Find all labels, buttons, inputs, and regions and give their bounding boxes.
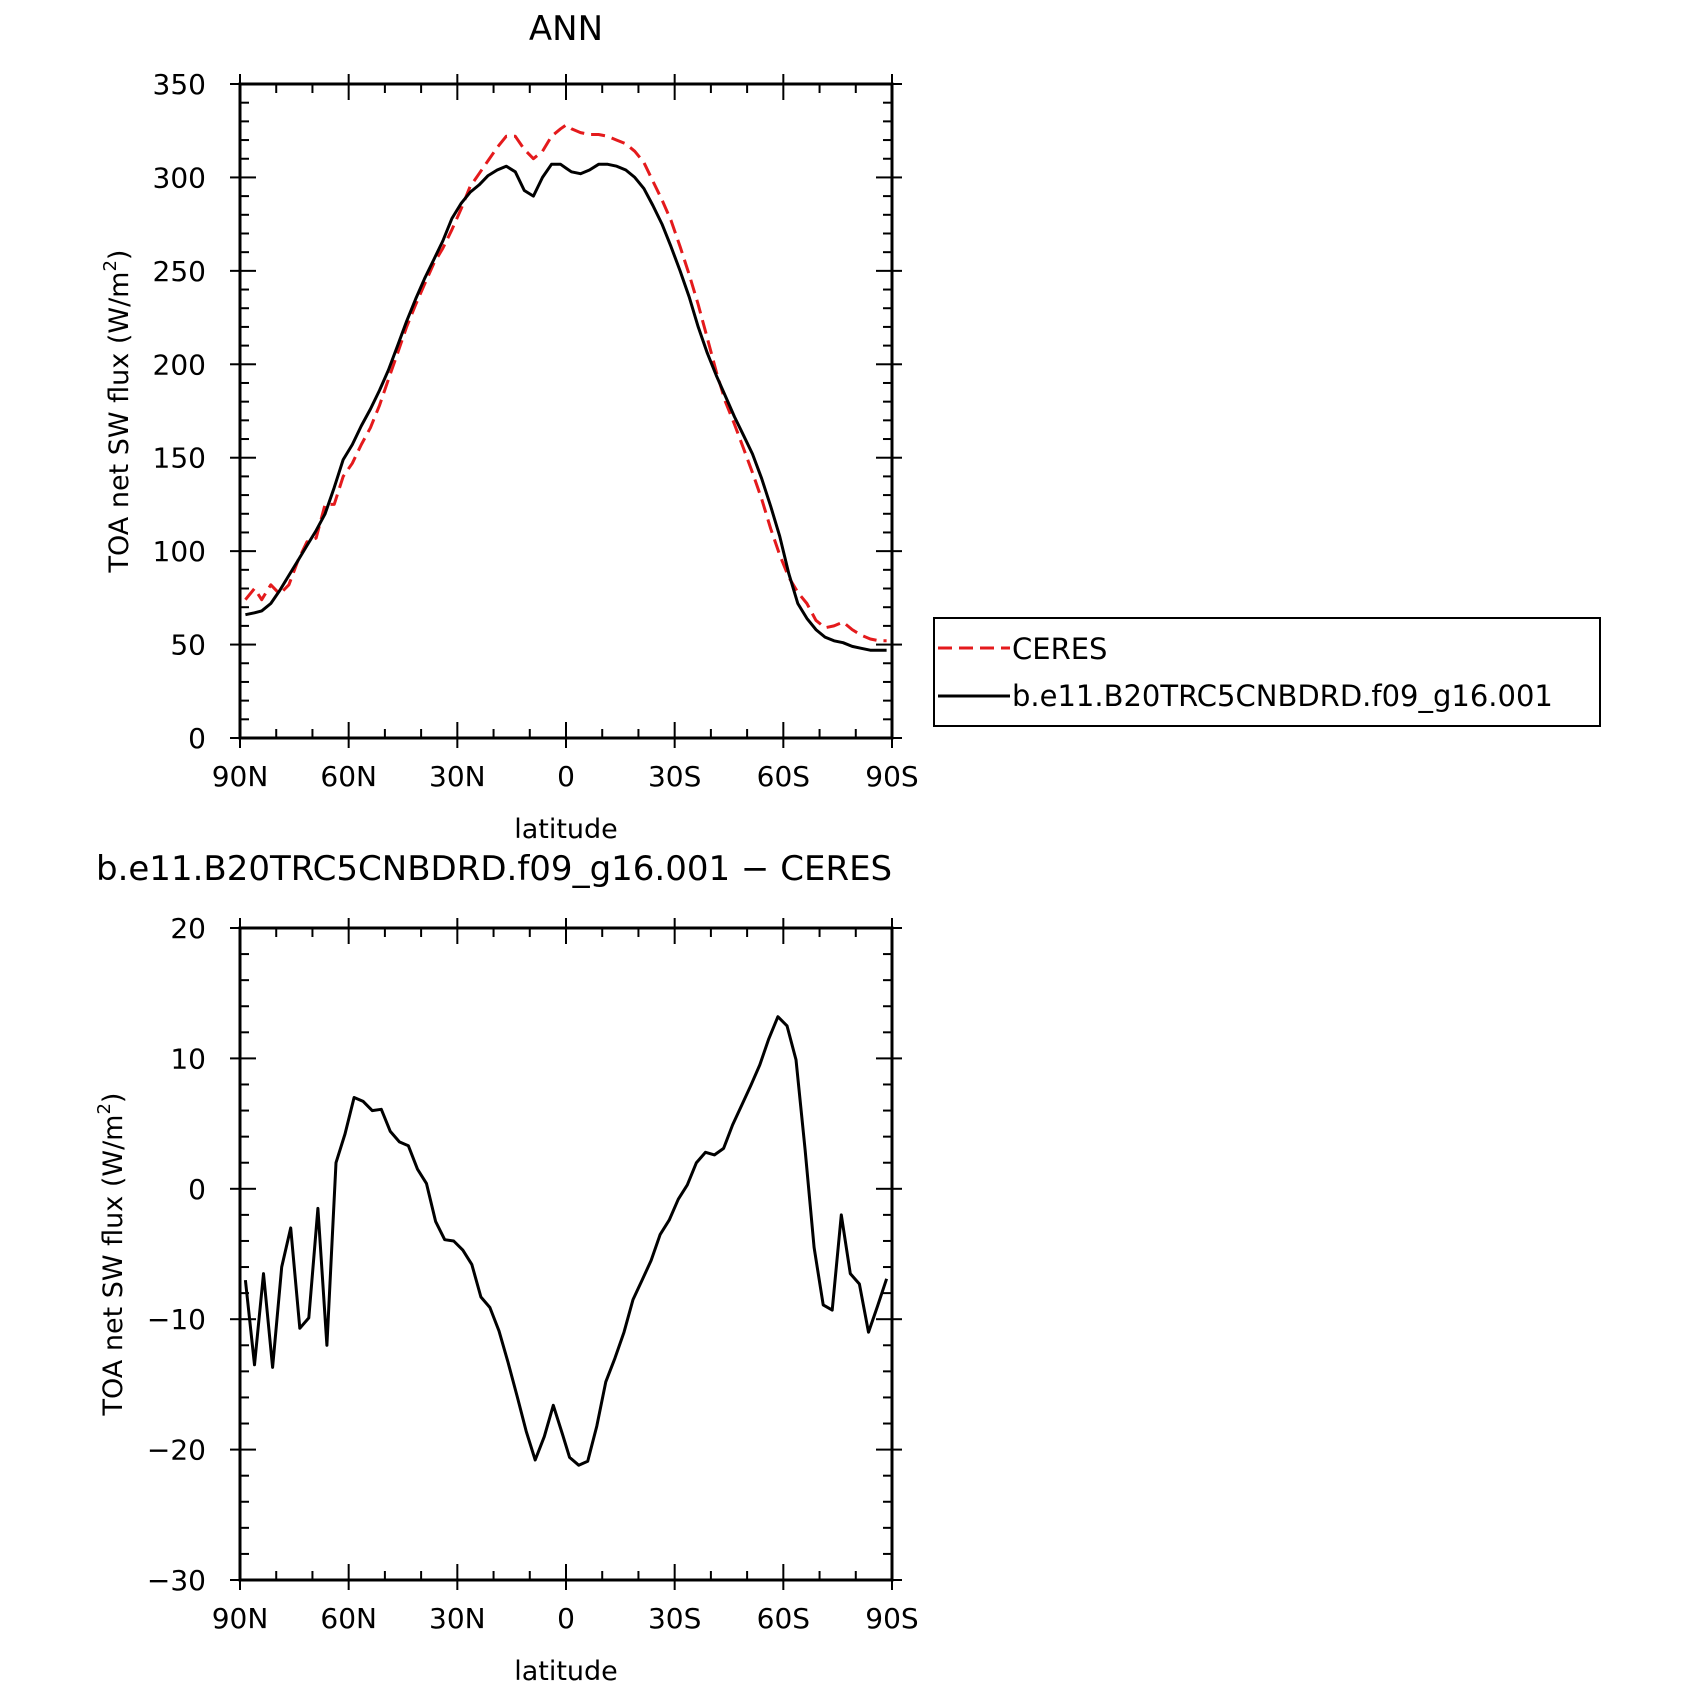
- top-y-tick-label: 0: [188, 722, 206, 755]
- bottom-chart-title: b.e11.B20TRC5CNBDRD.f09_g16.001 − CERES: [96, 849, 892, 889]
- bottom-x-tick-label: 30S: [648, 1602, 701, 1635]
- bottom-plot-frame: [238, 926, 894, 1582]
- bottom-axis-ticks: [230, 918, 902, 1590]
- top-y-tick-label: 300: [153, 161, 206, 194]
- top-x-tick-label: 60N: [320, 760, 377, 793]
- bottom-x-tick-label: 90N: [212, 1602, 269, 1635]
- top-x-tick-label: 30N: [429, 760, 486, 793]
- bottom-x-tick-label: 60N: [320, 1602, 377, 1635]
- top-x-axis-label: latitude: [514, 814, 618, 845]
- bottom-y-tick-label: −20: [147, 1434, 206, 1467]
- bottom-x-tick-label: 30N: [429, 1602, 486, 1635]
- top-y-tick-label: 200: [153, 348, 206, 381]
- top-y-axis-label: TOA net SW flux (W/m2): [100, 250, 135, 574]
- top-y-tick-label: 50: [170, 629, 206, 662]
- bottom-x-tick-label: 60S: [757, 1602, 810, 1635]
- top-y-tick-label: 250: [153, 255, 206, 288]
- legend: CERES b.e11.B20TRC5CNBDRD.f09_g16.001: [933, 617, 1601, 727]
- top-series-group: [244, 123, 887, 652]
- bottom-series-line-0: [243, 1015, 889, 1467]
- bottom-x-tick-label: 90S: [865, 1602, 918, 1635]
- top-plot-frame: [238, 82, 894, 740]
- bottom-panel: b.e11.B20TRC5CNBDRD.f09_g16.001 − CERES …: [94, 849, 919, 1686]
- bottom-y-axis-label: TOA net SW flux (W/m2): [94, 1093, 129, 1417]
- bottom-y-tick-label: −10: [147, 1303, 206, 1336]
- bottom-y-tick-labels: 20 10 0 −10 −20 −30: [147, 912, 206, 1597]
- top-y-tick-label: 350: [153, 68, 206, 101]
- bottom-y-tick-label: 20: [170, 912, 206, 945]
- top-y-tick-label: 150: [153, 442, 206, 475]
- bottom-series-group: [243, 1015, 889, 1467]
- top-y-tick-labels: 0 50 100 150 200 250 300 350: [153, 68, 206, 755]
- top-panel: ANN 0 50 100 150 200 250 300 350 90N 60N 30N 0 30S 6…: [100, 9, 1601, 845]
- top-axis-ticks: [230, 74, 902, 748]
- bottom-y-tick-label: −30: [147, 1564, 206, 1597]
- top-x-tick-label: 60S: [757, 760, 810, 793]
- bottom-y-tick-label: 0: [188, 1173, 206, 1206]
- top-series-line-0: [244, 123, 887, 643]
- top-x-tick-label: 0: [557, 760, 575, 793]
- legend-box: [933, 617, 1601, 727]
- legend-label-model: b.e11.B20TRC5CNBDRD.f09_g16.001: [1012, 679, 1553, 713]
- top-x-tick-labels: 90N 60N 30N 0 30S 60S 90S: [212, 760, 919, 793]
- bottom-x-tick-labels: 90N 60N 30N 0 30S 60S 90S: [212, 1602, 919, 1635]
- top-series-line-1: [245, 162, 887, 652]
- bottom-x-tick-label: 0: [557, 1602, 575, 1635]
- top-x-tick-label: 90S: [865, 760, 918, 793]
- top-chart-title: ANN: [529, 9, 603, 49]
- bottom-x-axis-label: latitude: [514, 1656, 618, 1686]
- legend-label-ceres: CERES: [1012, 632, 1107, 666]
- bottom-y-tick-label: 10: [170, 1042, 206, 1075]
- top-x-tick-label: 90N: [212, 760, 269, 793]
- top-x-tick-label: 30S: [648, 760, 701, 793]
- top-y-tick-label: 100: [153, 535, 206, 568]
